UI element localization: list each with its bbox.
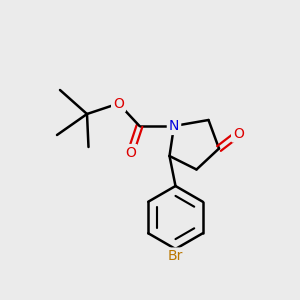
Text: O: O [125, 146, 136, 160]
Text: O: O [113, 97, 124, 110]
Text: Br: Br [168, 250, 183, 263]
Text: N: N [169, 119, 179, 133]
Text: O: O [233, 127, 244, 140]
